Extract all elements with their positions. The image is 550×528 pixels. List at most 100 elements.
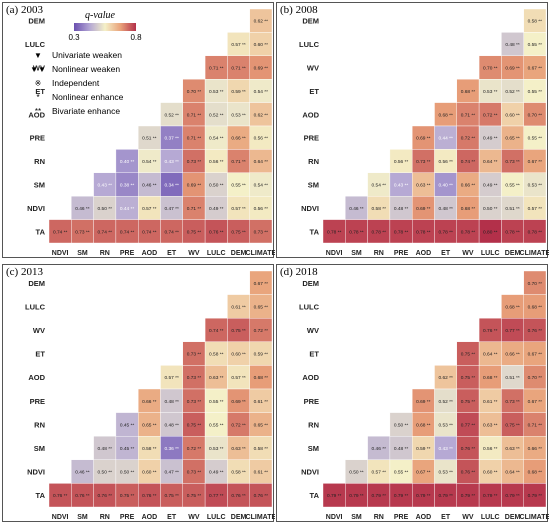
cell-value-label: 0.53 ** <box>209 89 224 95</box>
row-label: TA <box>310 491 320 500</box>
cell-value-label: 0.57 ** <box>231 375 246 381</box>
column-label: LULC <box>481 250 500 257</box>
column-label: CLIMATE <box>246 514 275 521</box>
cell-value-label: 0.48 ** <box>164 399 179 405</box>
cell-value-label: 0.75 ** <box>505 422 520 428</box>
row-label: SM <box>308 444 319 453</box>
cell-value-label: 0.75 ** <box>164 493 179 499</box>
cell-value-label: 0.55 ** <box>528 89 543 95</box>
cell-value-label: 0.55 ** <box>528 42 543 48</box>
cell-value-label: 0.73 ** <box>416 159 431 165</box>
cell-value-label: 0.79 ** <box>327 493 342 499</box>
cell-value-label: 0.57 ** <box>528 206 543 212</box>
legend-max-label: 0.8 <box>130 33 142 42</box>
heatmap-cell <box>523 483 547 508</box>
row-label: DEM <box>28 279 45 288</box>
cell-value-label: 0.69 ** <box>416 206 431 212</box>
cell-value-label: 0.78 ** <box>438 229 453 235</box>
row-label: SM <box>308 181 319 190</box>
cell-value-label: 0.60 ** <box>231 352 246 358</box>
row-label: LULC <box>299 40 320 49</box>
cell-value-label: 0.79 ** <box>528 493 543 499</box>
row-label: NDVI <box>301 468 319 477</box>
cell-value-label: 0.46 ** <box>372 446 387 452</box>
column-label: LULC <box>207 250 226 257</box>
cell-value-label: 0.53 ** <box>438 470 453 476</box>
cell-value-label: 0.47 ** <box>164 470 179 476</box>
cell-value-label: 0.67 ** <box>528 352 543 358</box>
cell-value-label: 0.51 ** <box>505 206 520 212</box>
cell-value-label: 0.57 ** <box>372 470 387 476</box>
cell-value-label: 0.53 ** <box>483 89 498 95</box>
legend-symbol: ▼ <box>34 51 42 60</box>
cell-value-label: 0.75 ** <box>120 493 135 499</box>
cell-value-label: 0.74 ** <box>164 229 179 235</box>
cell-value-label: 0.48 ** <box>505 42 520 48</box>
row-label: TA <box>36 227 46 236</box>
cell-value-label: 0.63 ** <box>231 446 246 452</box>
column-label: WV <box>188 250 200 257</box>
cell-value-label: 0.58 ** <box>372 206 387 212</box>
legend-symbol: ※ <box>35 79 42 88</box>
panel-2018: (d) 2018 DEM 0.70 ** LULC 0.68 ** 0.68 ** WV 0… <box>276 264 550 522</box>
heatmap-cell <box>523 219 547 244</box>
cell-value-label: 0.78 ** <box>327 229 342 235</box>
cell-value-label: 0.73 ** <box>75 229 90 235</box>
cell-value-label: 0.76 ** <box>483 328 498 334</box>
cell-value-label: 0.53 ** <box>528 183 543 189</box>
cell-value-label: 0.45 ** <box>120 446 135 452</box>
cell-value-label: 0.65 ** <box>254 304 269 310</box>
row-label: SM <box>34 444 45 453</box>
cell-value-label: 0.50 ** <box>209 183 224 189</box>
column-label: ET <box>167 250 177 257</box>
cell-value-label: 0.55 ** <box>209 399 224 405</box>
cell-value-label: 0.68 ** <box>438 112 453 118</box>
cell-value-label: 0.79 ** <box>416 493 431 499</box>
panel-title: (d) 2018 <box>280 266 318 278</box>
cell-value-label: 0.73 ** <box>187 375 202 381</box>
cell-value-label: 0.74 ** <box>461 159 476 165</box>
cell-value-label: 0.51 ** <box>142 136 157 142</box>
cell-value-label: 0.34 ** <box>164 183 179 189</box>
cell-value-label: 0.55 ** <box>209 422 224 428</box>
column-label: NDVI <box>326 250 343 257</box>
cell-value-label: 0.58 ** <box>209 352 224 358</box>
cell-value-label: 0.38 ** <box>120 183 135 189</box>
column-label: PRE <box>394 514 409 521</box>
cell-value-label: 0.76 ** <box>231 493 246 499</box>
cell-value-label: 0.40 ** <box>120 159 135 165</box>
cell-value-label: 0.79 ** <box>438 493 453 499</box>
legend-graphic: q-value 0.3 0.8 ▼ Univariate weaken ▼▼ Nonline… <box>30 10 142 116</box>
cell-value-label: 0.72 ** <box>461 136 476 142</box>
cell-value-label: 0.44 ** <box>438 136 453 142</box>
panel-title: (c) 2013 <box>6 266 43 278</box>
cell-value-label: 0.68 ** <box>528 470 543 476</box>
cell-value-label: 0.79 ** <box>461 493 476 499</box>
column-label: CLIMATE <box>246 250 275 257</box>
cell-value-label: 0.79 ** <box>349 493 364 499</box>
cell-value-label: 0.76 ** <box>209 229 224 235</box>
cell-value-label: 0.77 ** <box>505 328 520 334</box>
cell-value-label: 0.69 ** <box>505 66 520 72</box>
legend-symbol: ▼▼ <box>30 65 46 74</box>
row-label: DEM <box>28 17 45 26</box>
row-label: PRE <box>304 134 319 143</box>
row-label: WV <box>307 326 319 335</box>
cell-value-label: 0.52 ** <box>438 399 453 405</box>
cell-value-label: 0.78 ** <box>349 229 364 235</box>
cell-value-label: 0.58 ** <box>231 470 246 476</box>
cell-value-label: 0.78 ** <box>394 229 409 235</box>
cell-value-label: 0.67 ** <box>528 159 543 165</box>
column-label: NDVI <box>326 514 343 521</box>
legend: q-value 0.3 0.8 ▼ Univariate weaken ▼▼ Nonline… <box>22 6 162 136</box>
cell-value-label: 0.70 ** <box>483 66 498 72</box>
cell-value-label: 0.57 ** <box>164 375 179 381</box>
row-label: DEM <box>302 279 319 288</box>
cell-value-label: 0.50 ** <box>120 470 135 476</box>
row-label: AOD <box>302 110 319 119</box>
cell-value-label: 0.78 ** <box>416 229 431 235</box>
cell-value-label: 0.43 ** <box>438 446 453 452</box>
cell-value-label: 0.58 ** <box>528 19 543 25</box>
cell-value-label: 0.61 ** <box>483 399 498 405</box>
cell-value-label: 0.60 ** <box>142 470 157 476</box>
